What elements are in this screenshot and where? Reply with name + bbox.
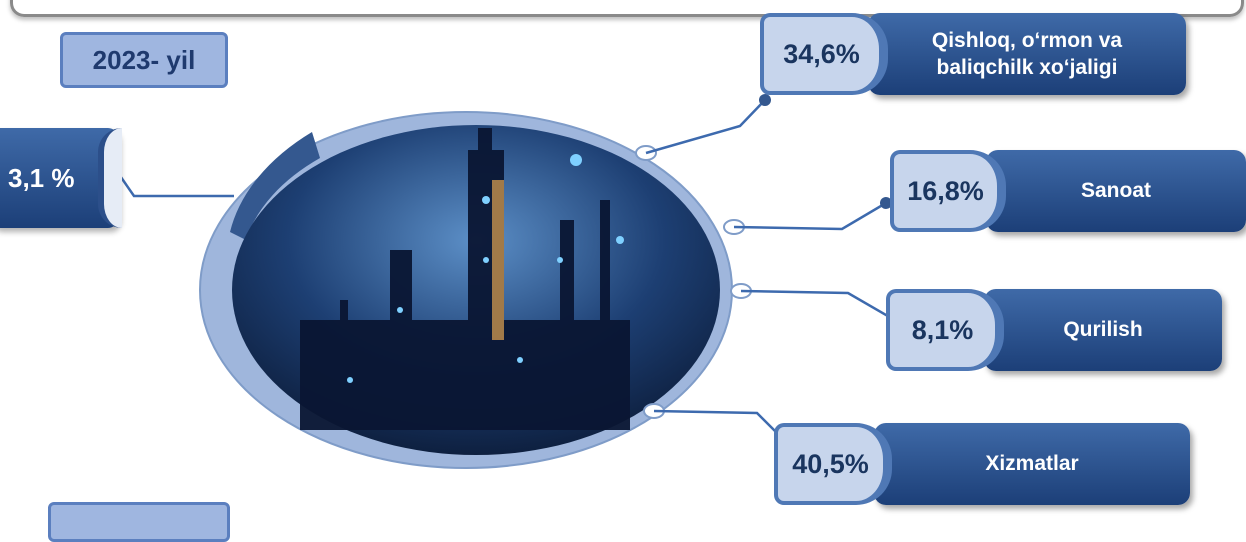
- ring-accent-arc: [230, 132, 320, 240]
- segment-agriculture-label: Qishloq, o‘rmon va baliqchilk xo‘jaligi: [868, 13, 1186, 95]
- badge-cap: [98, 128, 122, 228]
- connector-services: [653, 409, 781, 437]
- connector-lines: [114, 99, 894, 437]
- segment-services-label: Xizmatlar: [874, 423, 1190, 505]
- segment-industry-label: Sanoat: [986, 150, 1246, 232]
- year-badge: 2023- yil: [60, 32, 228, 88]
- segment-construction-percent: 8,1%: [886, 289, 1004, 371]
- refinery-silhouette-icon: [300, 128, 630, 430]
- connector-other: [114, 169, 234, 198]
- top-frame: [10, 0, 1244, 17]
- refinery-copper-tower-icon: [492, 180, 504, 340]
- refinery-lights-icon: [347, 154, 624, 383]
- segment-construction-label: Qurilish: [984, 289, 1222, 371]
- diagram-graphics: [110, 94, 899, 469]
- connector-construction: [740, 289, 894, 321]
- segment-services-percent: 40,5%: [774, 423, 892, 505]
- segment-agriculture-label-line1: Qishloq, o‘rmon va: [931, 28, 1123, 52]
- segment-agriculture-percent: 34,6%: [760, 13, 888, 95]
- connector-agriculture: [645, 99, 766, 155]
- segment-agriculture-label-line2: baliqchilk xo‘jaligi: [936, 56, 1118, 79]
- segment-other-percent: 3,1 %: [8, 162, 75, 193]
- segment-industry-percent: 16,8%: [890, 150, 1006, 232]
- connector-industry: [733, 201, 887, 231]
- segment-other-badge: 3,1 %: [0, 128, 122, 228]
